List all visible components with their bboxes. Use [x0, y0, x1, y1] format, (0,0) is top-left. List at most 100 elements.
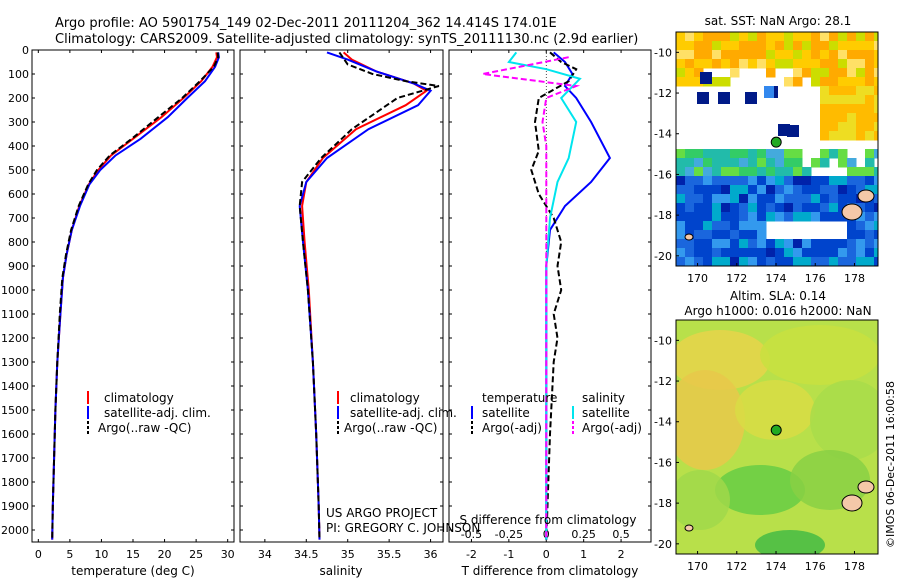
sst-cell — [685, 257, 695, 266]
sst-cell — [820, 194, 830, 204]
sst-cell — [721, 41, 731, 51]
sst-cell — [703, 248, 713, 258]
sst-cell — [676, 239, 686, 249]
sst-cell — [802, 59, 812, 69]
sst-cell — [874, 131, 878, 141]
salinity-series — [298, 51, 440, 540]
top-x-tick-label: -0.25 — [495, 528, 523, 541]
sst-cell — [802, 239, 812, 249]
series-line-argo-raw-qc- — [298, 51, 440, 540]
sst-cell — [820, 158, 830, 168]
sst-cold-cell — [697, 92, 709, 104]
sst-cell — [802, 68, 812, 78]
sst-map-axes: 170 172 174 176 178 -10 -12 -14 -16 -18 -20 — [654, 46, 865, 285]
sst-cell — [874, 239, 878, 249]
sst-cell — [784, 77, 794, 87]
sst-cell — [820, 176, 830, 186]
sst-cell — [856, 167, 866, 177]
sst-cell — [838, 176, 848, 186]
x-tick-label: 15 — [126, 548, 140, 561]
sst-cell — [676, 167, 686, 177]
sst-cell — [757, 212, 767, 222]
sst-cell — [793, 50, 803, 60]
sst-cell — [712, 248, 722, 258]
sst-cell — [712, 212, 722, 222]
sst-cell — [865, 212, 875, 222]
sst-cell — [856, 248, 866, 258]
sst-cell — [766, 212, 776, 222]
sst-cell — [703, 230, 713, 240]
sst-cell — [847, 194, 857, 204]
sst-cell — [820, 203, 830, 213]
sst-cell — [748, 239, 758, 249]
sst-cell — [730, 41, 740, 51]
sst-cell — [802, 257, 812, 266]
sst-cell — [694, 176, 704, 186]
sst-cell — [829, 257, 839, 266]
sst-cell — [757, 257, 767, 266]
sst-cell — [820, 239, 830, 249]
sst-cell — [775, 167, 785, 177]
header-title-line2: Climatology: CARS2009. Satellite-adjuste… — [55, 32, 638, 47]
sst-cell — [847, 122, 857, 132]
sst-cell — [784, 158, 794, 168]
sst-cell — [739, 212, 749, 222]
sst-cell — [820, 50, 830, 60]
sst-cell — [856, 122, 866, 132]
temperature-legend: climatology satellite-adj. clim. Argo(..… — [87, 391, 211, 435]
difference-x-axis: -2 -1 0 1 2 — [466, 50, 625, 561]
sst-cell — [721, 50, 731, 60]
sst-cell — [856, 230, 866, 240]
sst-cell — [712, 167, 722, 177]
map-y-tick-label: -10 — [654, 334, 672, 347]
sst-cell — [802, 203, 812, 213]
sla-map-subtitle: Argo h1000: 0.016 h2000: NaN — [684, 304, 871, 318]
sst-cell — [874, 212, 878, 222]
series-line-satellite-adj-clim- — [51, 52, 220, 540]
sst-cell — [730, 158, 740, 168]
map-y-tick-label: -12 — [654, 87, 672, 100]
sst-cell — [757, 239, 767, 249]
salinity-panel-frame — [239, 49, 444, 543]
series-line-climatology — [301, 51, 429, 540]
sst-cell — [703, 185, 713, 195]
sst-cell — [703, 59, 713, 69]
sst-cell — [676, 41, 686, 51]
sst-cell — [748, 149, 758, 159]
sst-cell — [847, 104, 857, 114]
sst-cell — [847, 176, 857, 186]
depth-tick-label: 900 — [8, 260, 29, 273]
sst-cell — [829, 176, 839, 186]
sst-cell — [838, 32, 848, 42]
sst-cell — [757, 41, 767, 51]
sst-cell — [865, 176, 875, 186]
depth-tick-label: 1800 — [1, 476, 29, 489]
sst-cell — [829, 86, 839, 96]
island-shape — [857, 480, 875, 494]
sst-cell — [685, 59, 695, 69]
sst-cell — [847, 221, 857, 231]
sst-cell — [856, 239, 866, 249]
sst-cell — [775, 212, 785, 222]
sst-cell — [847, 77, 857, 87]
sst-cell — [829, 239, 839, 249]
map-y-tick-label: -14 — [654, 128, 672, 141]
map-x-tick-label: 178 — [844, 560, 865, 573]
sst-cell — [802, 185, 812, 195]
sst-cell — [676, 203, 686, 213]
temperature-series — [51, 52, 220, 540]
sst-cell — [730, 257, 740, 266]
sst-cell — [847, 50, 857, 60]
sst-cell — [865, 248, 875, 258]
difference-legend: temperature salinity satellite Argo(-adj… — [471, 391, 642, 435]
map-y-tick-label: -18 — [654, 497, 672, 510]
x-tick-label: 35.5 — [377, 548, 402, 561]
sst-cell — [712, 221, 722, 231]
sst-cell — [730, 248, 740, 258]
sst-cell — [739, 41, 749, 51]
sst-cell — [865, 77, 875, 87]
sst-cell — [802, 41, 812, 51]
sst-cell — [676, 149, 686, 159]
sst-cell — [685, 50, 695, 60]
sst-cell — [829, 68, 839, 78]
